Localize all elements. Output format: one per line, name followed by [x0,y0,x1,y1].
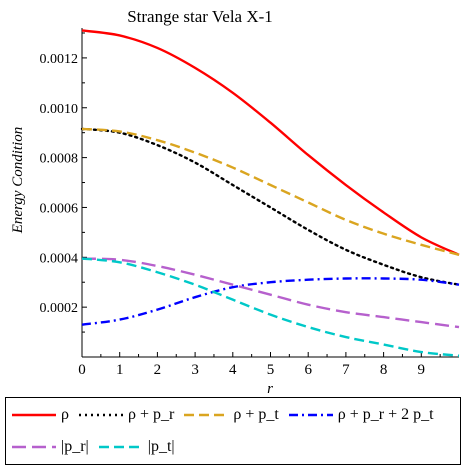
series-abs-pr [81,257,460,329]
legend-item-rho-plus-pr-plus-2pt: ρ + p_r + 2 p_t [288,406,434,424]
x-tick-label: 2 [154,362,162,378]
legend-item-abs-pr: |p_r| [12,438,89,456]
legend-row-1: ρ ρ + p_r ρ + p_t ρ + p_r + 2 p_t [12,400,444,430]
legend-swatch-rho [12,413,56,417]
legend-item-rho-plus-pr: ρ + p_r [78,406,175,424]
legend-label-rho: ρ [61,406,69,423]
x-tick-label: 9 [418,362,426,378]
x-tick-label: 7 [342,362,350,378]
x-tick-label: 3 [191,362,199,378]
plot-area: 0 1 2 3 4 5 6 7 8 9 0.0002 0.0004 0.0006 0.0008 0.0010… [40,28,461,378]
legend-item-rho: ρ [12,406,69,424]
legend: ρ ρ + p_r ρ + p_t ρ + p_r + 2 p_t |p_r| … [5,397,461,465]
x-axis-label: r [267,381,273,397]
legend-label-rho-plus-pt: ρ + p_t [233,406,279,423]
series-rho-plus-pr-plus-2pt [81,277,460,326]
legend-label-abs-pr: |p_r| [61,438,89,455]
legend-swatch-rho-plus-pr [78,413,123,417]
legend-row-2: |p_r| |p_t| [12,432,185,462]
x-tick-label: 5 [267,362,275,378]
legend-swatch-rho-plus-pr-plus-2pt [288,413,333,417]
legend-swatch-abs-pt [98,445,143,449]
y-tick-label: 0.0010 [40,102,79,117]
y-tick-label: 0.0008 [40,152,79,167]
series-rho-plus-pt [81,127,460,256]
x-tick-label: 4 [229,362,237,378]
y-tick-label: 0.0012 [40,52,79,67]
y-tick-label: 0.0004 [40,251,79,266]
y-tick-label: 0.0006 [40,201,79,216]
y-tick-label: 0.0002 [40,301,79,316]
y-axis-label: Energy Condition [10,127,26,235]
legend-swatch-abs-pr [12,445,56,449]
chart-title: Strange star Vela X-1 [127,7,273,26]
x-tick-label: 1 [116,362,124,378]
legend-label-rho-plus-pr-plus-2pt: ρ + p_r + 2 p_t [337,406,434,423]
series-rho [81,29,460,256]
legend-item-rho-plus-pt: ρ + p_t [184,406,279,424]
x-tick-label: 0 [78,362,86,378]
legend-label-rho-plus-pr: ρ + p_r [127,406,175,423]
legend-swatch-rho-plus-pt [184,413,229,417]
x-tick-label: 6 [304,362,312,378]
x-tick-label: 8 [380,362,388,378]
legend-label-abs-pt: |p_t| [147,438,175,455]
series-abs-pt [81,257,460,357]
legend-item-abs-pt: |p_t| [98,438,175,456]
series-rho-plus-pr [80,127,461,286]
